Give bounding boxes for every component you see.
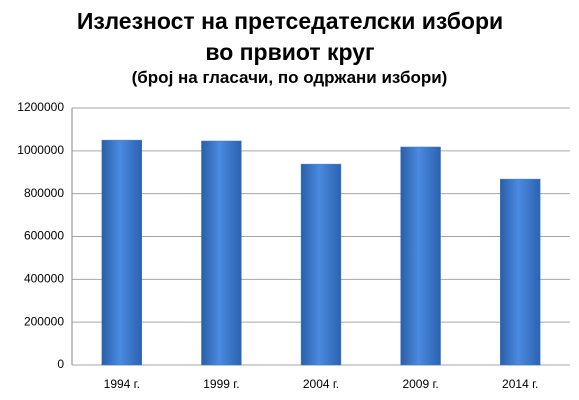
bar	[201, 140, 242, 366]
y-tick-label: 200000	[24, 314, 64, 328]
bar	[400, 146, 441, 366]
y-tick-label: 0	[57, 357, 64, 371]
y-tick-label: 1000000	[17, 143, 64, 157]
chart-subtitle: (број на гласачи, по одржани избори)	[131, 68, 448, 87]
bar	[300, 163, 342, 366]
x-tick-label: 2009 г.	[402, 377, 438, 391]
x-tick-label: 2004 г.	[303, 377, 339, 391]
y-tick-label: 400000	[24, 272, 64, 286]
chart-title: Излезност на претседателски избори во пр…	[76, 8, 504, 65]
y-tick-label: 1200000	[17, 100, 64, 114]
bar	[101, 139, 142, 366]
y-tick-label: 800000	[24, 186, 64, 200]
x-tick-label: 2014 г.	[502, 377, 538, 391]
x-tick-label: 1999 г.	[203, 377, 239, 391]
bar	[500, 178, 541, 366]
x-tick-label: 1994 г.	[104, 377, 140, 391]
y-tick-label: 600000	[24, 229, 64, 243]
